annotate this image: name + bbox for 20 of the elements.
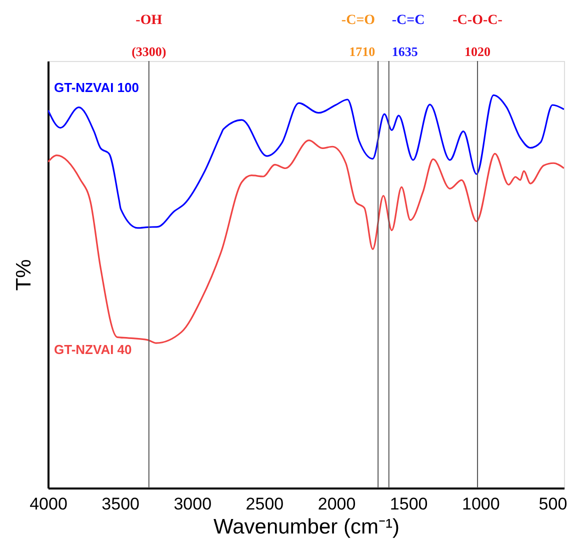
x-tick-label: 1000 <box>462 494 500 514</box>
series-label: GT-NZVAI 40 <box>54 342 132 357</box>
x-tick-label: 2500 <box>246 494 284 514</box>
ref-line-label: -OH <box>136 13 162 28</box>
ref-line-label: -C=C <box>392 13 425 28</box>
text: (3300) <box>132 44 166 59</box>
ref-line-label: -C-O-C- <box>452 13 503 28</box>
text: 1020 <box>464 44 491 59</box>
x-tick-label: 4000 <box>30 494 68 514</box>
ref-line-label: -C=O <box>341 13 376 28</box>
y-axis-title: T% <box>12 259 36 291</box>
x-tick-label: 3500 <box>102 494 140 514</box>
text: 1710 <box>349 44 376 59</box>
x-tick-label: 500 <box>538 494 568 514</box>
x-tick-label: 3000 <box>174 494 212 514</box>
series-label: GT-NZVAI 100 <box>54 80 140 95</box>
x-tick-label: 2000 <box>318 494 356 514</box>
x-axis-title: Wavenumber (cm⁻¹) <box>214 516 400 538</box>
text: 1635 <box>392 44 418 59</box>
x-tick-label: 1500 <box>390 494 428 514</box>
